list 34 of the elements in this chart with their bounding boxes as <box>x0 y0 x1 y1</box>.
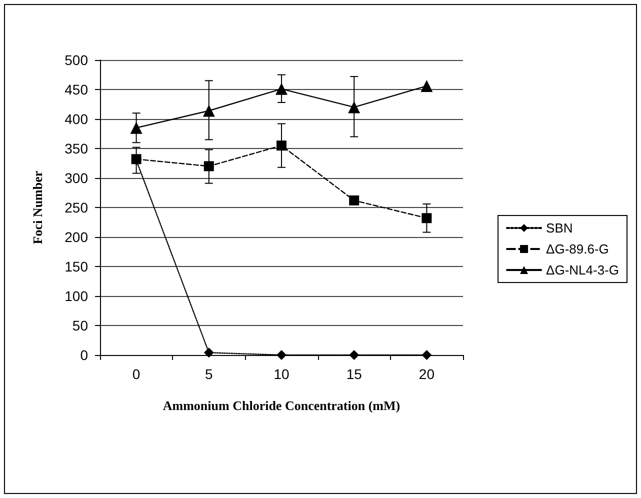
x-axis-title: Ammonium Chloride Concentration (mM) <box>162 398 400 413</box>
point <box>204 161 214 172</box>
y-tick-label: 350 <box>64 140 88 156</box>
legend-label: ΔG-89.6-G <box>546 242 609 256</box>
point <box>276 140 286 151</box>
y-tick-label: 400 <box>64 111 88 127</box>
point <box>422 350 432 360</box>
y-tick-label: 450 <box>64 82 88 98</box>
point <box>202 104 215 117</box>
y-tick-label: 50 <box>72 318 88 334</box>
x-tick-label: 15 <box>346 366 362 382</box>
y-tick-label: 100 <box>64 288 88 304</box>
point <box>349 350 360 360</box>
y-tick-label: 150 <box>64 258 88 274</box>
point <box>348 101 360 114</box>
legend-label: ΔG-NL4-3-G <box>546 262 620 278</box>
y-tick-label: 500 <box>64 52 88 68</box>
legend-label: SBN <box>546 220 573 236</box>
point <box>130 122 142 134</box>
point <box>276 82 288 95</box>
point <box>349 195 360 206</box>
point <box>204 348 214 358</box>
x-tick-label: 5 <box>205 366 213 382</box>
point <box>276 350 286 360</box>
x-tick-label: 20 <box>418 366 435 382</box>
point <box>420 80 433 92</box>
x-tick-label: 10 <box>274 366 290 382</box>
point <box>422 213 432 224</box>
y-tick-label: 250 <box>64 200 88 216</box>
y-tick-label: 0 <box>80 347 88 363</box>
y-tick-label: 200 <box>64 229 88 245</box>
y-axis-title: Foci Number <box>30 170 45 244</box>
x-tick-label: 0 <box>132 366 140 382</box>
y-tick-label: 300 <box>64 170 88 186</box>
